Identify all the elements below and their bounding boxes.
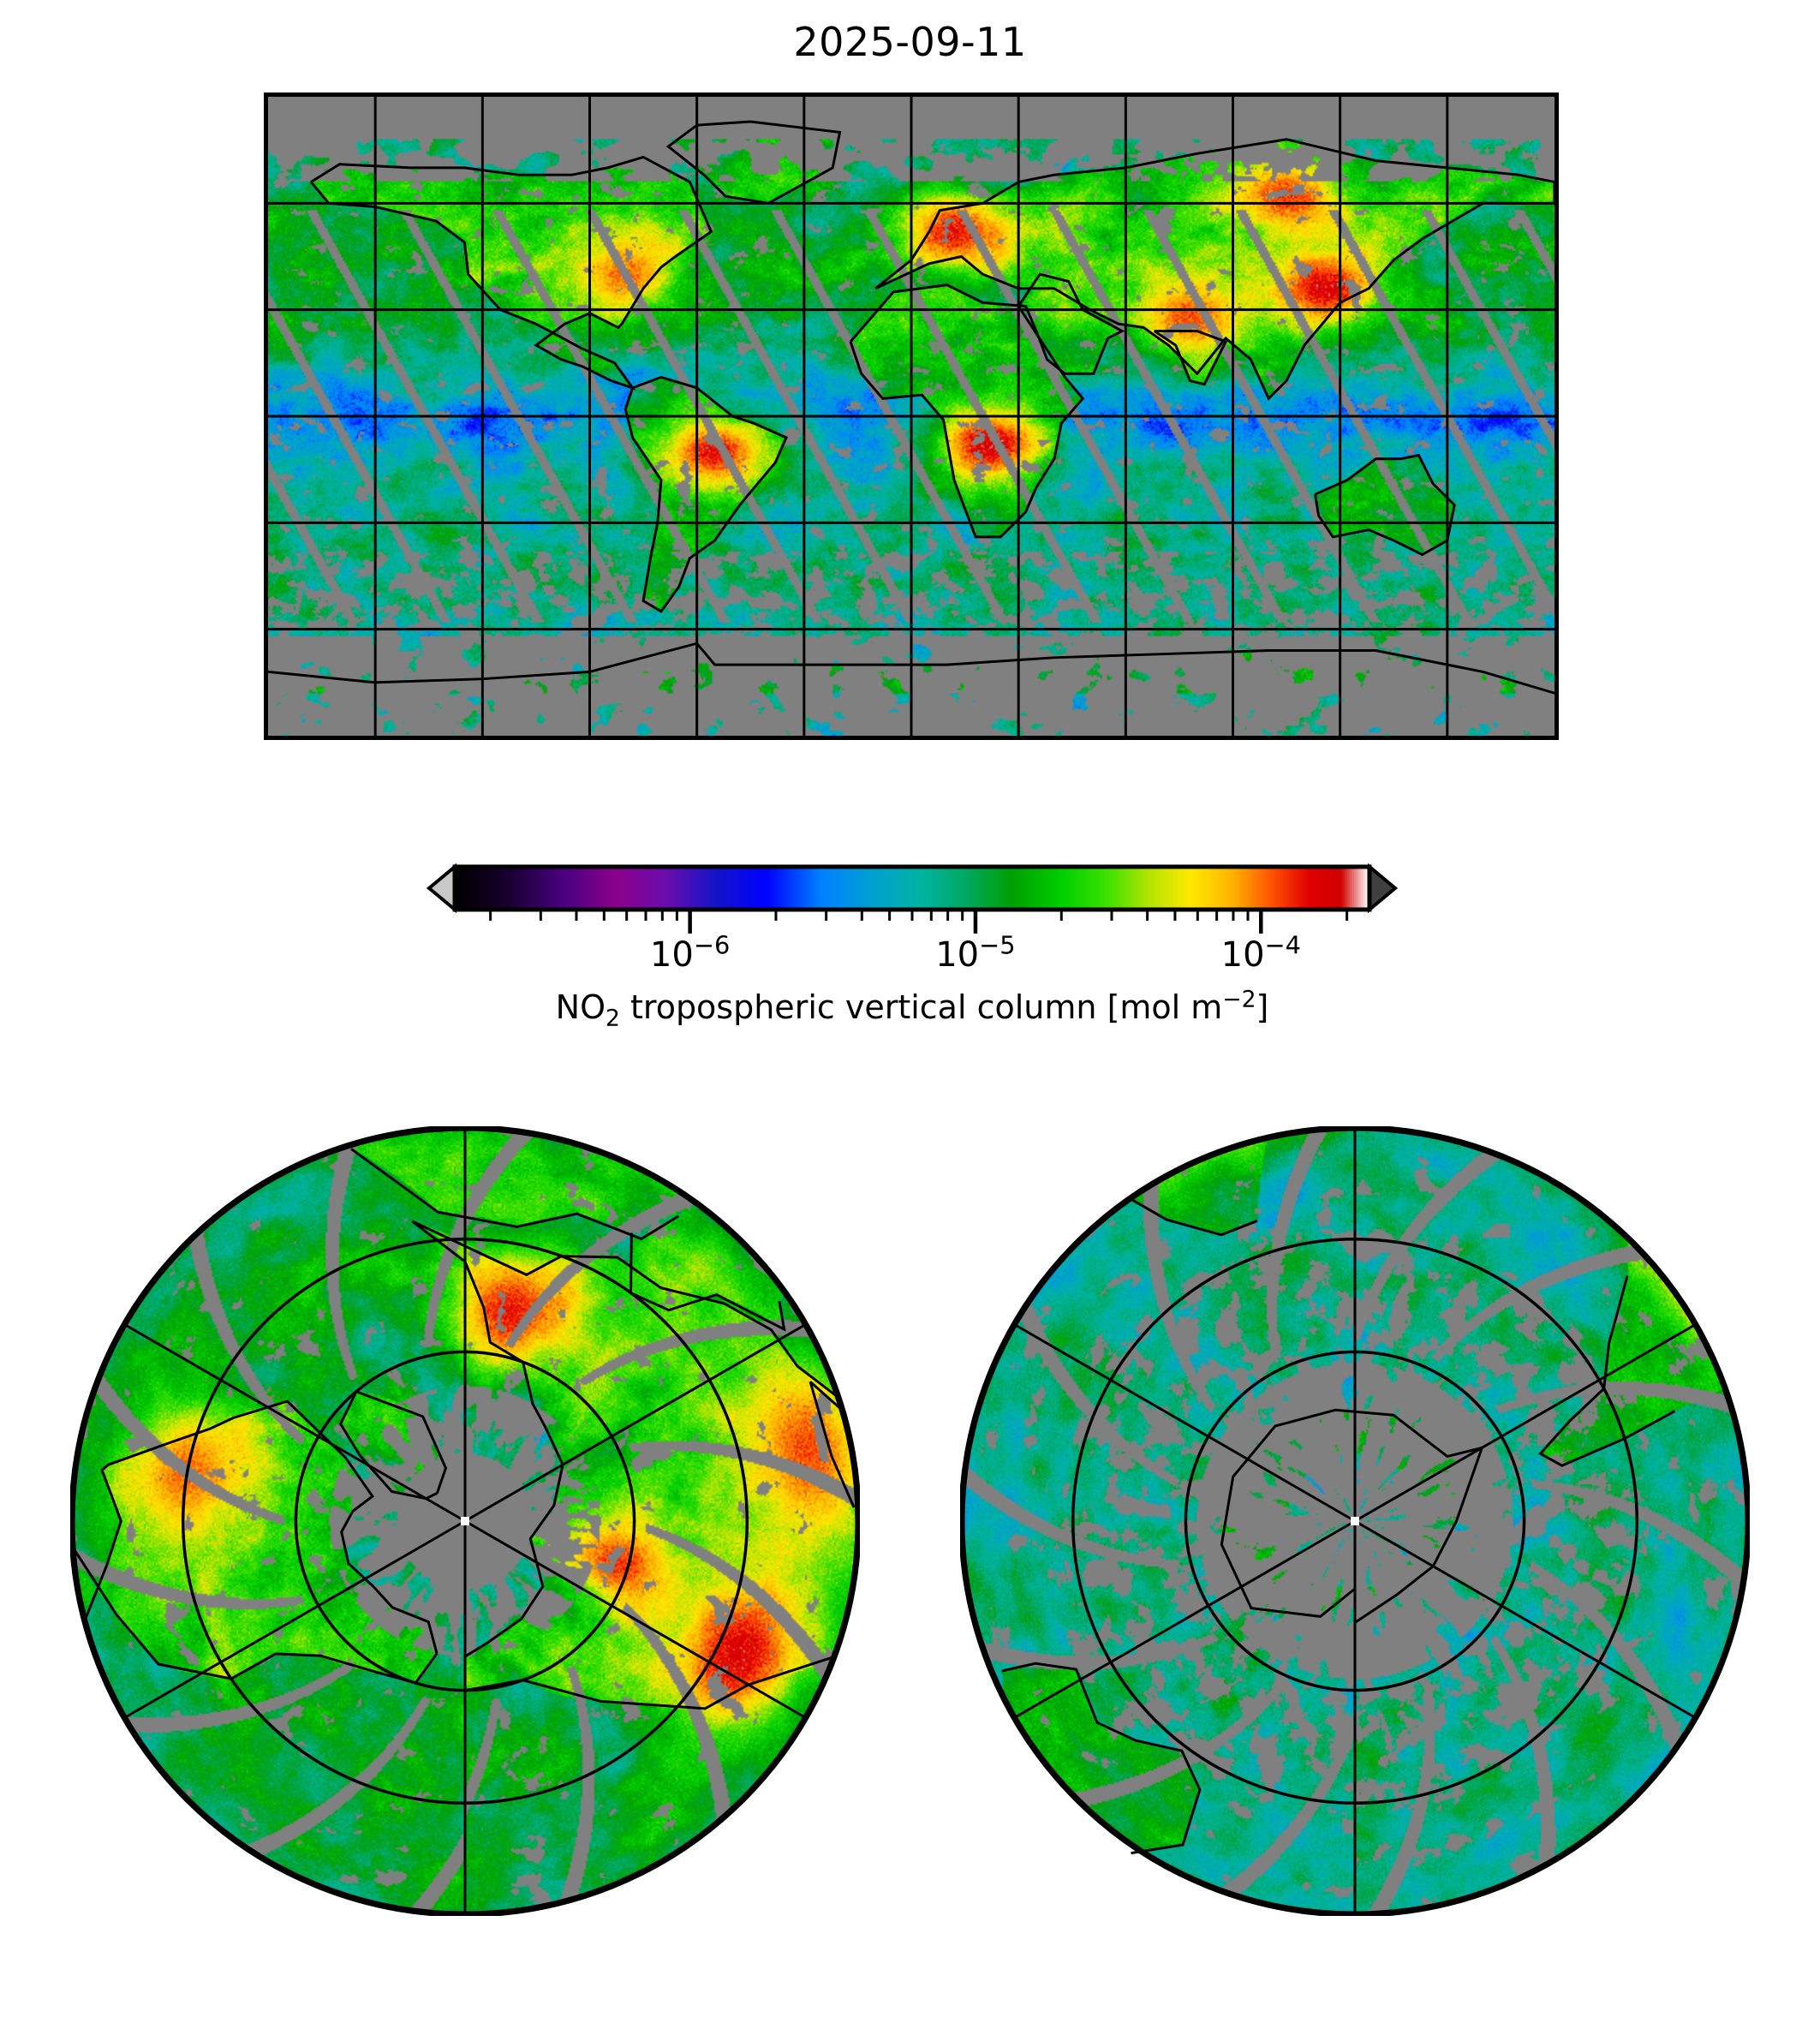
colorbar-tick-label: 10−5 — [935, 930, 1016, 975]
global-map-panel[interactable] — [264, 92, 1559, 740]
page-title: 2025-09-11 — [793, 19, 1027, 65]
colorbar[interactable]: 10−6 10−5 10−4 NO2 tropospheric vertical… — [424, 862, 1400, 1033]
colorbar-tick-label: 10−6 — [649, 930, 731, 975]
colorbar-bar[interactable] — [424, 862, 1400, 915]
global-map-raster — [268, 97, 1554, 736]
colorbar-axis-label: NO2 tropospheric vertical column [mol m−… — [555, 986, 1269, 1032]
colorbar-tick-marks — [489, 911, 1349, 934]
north-polar-map-panel[interactable] — [70, 1126, 860, 1916]
south-polar-raster — [960, 1126, 1750, 1916]
north-polar-raster — [70, 1126, 860, 1916]
colorbar-tick-label: 10−4 — [1220, 930, 1301, 975]
south-polar-map-panel[interactable] — [960, 1126, 1750, 1916]
colorbar-gradient-svg — [426, 862, 1399, 914]
